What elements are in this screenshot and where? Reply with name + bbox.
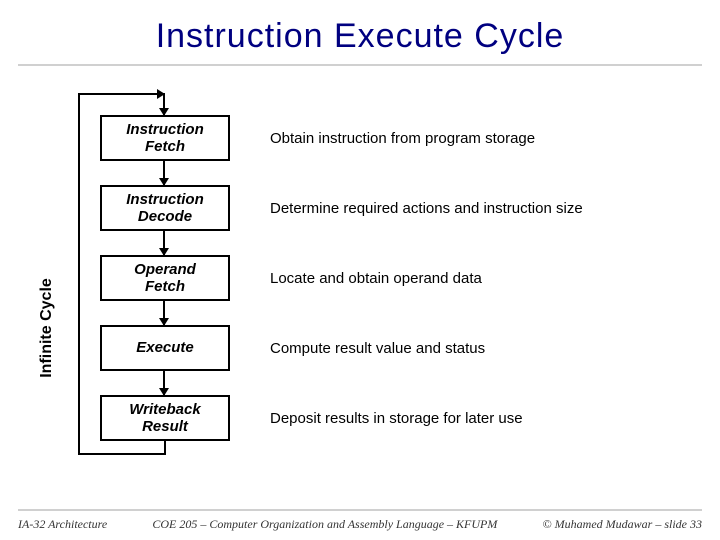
- loop-line: [78, 93, 159, 95]
- loop-line: [78, 93, 80, 455]
- footer-right: © Muhamed Mudawar – slide 33: [543, 517, 702, 532]
- footer-left: IA-32 Architecture: [18, 517, 107, 532]
- arrow-down: [163, 161, 165, 185]
- stage-desc: Locate and obtain operand data: [270, 255, 680, 301]
- arrow-down: [163, 231, 165, 255]
- cycle-diagram: Infinite Cycle Instruction Fetch Obtain i…: [40, 105, 680, 475]
- stage-desc: Compute result value and status: [270, 325, 680, 371]
- stage-box: Operand Fetch: [100, 255, 230, 301]
- arrow-down: [163, 371, 165, 395]
- infinite-cycle-label: Infinite Cycle: [38, 278, 56, 378]
- page-title: Instruction Execute Cycle: [156, 17, 565, 56]
- stage-desc: Determine required actions and instructi…: [270, 185, 680, 231]
- loop-line: [78, 453, 166, 455]
- title-bar: Instruction Execute Cycle: [18, 8, 702, 66]
- stage-box: Instruction Fetch: [100, 115, 230, 161]
- loop-line: [164, 441, 166, 453]
- loop-arrowhead: [157, 89, 165, 99]
- arrow-down: [163, 301, 165, 325]
- stage-box: Execute: [100, 325, 230, 371]
- footer: IA-32 Architecture COE 205 – Computer Or…: [18, 509, 702, 532]
- stage-box: Instruction Decode: [100, 185, 230, 231]
- footer-center: COE 205 – Computer Organization and Asse…: [152, 517, 497, 532]
- stage-box: Writeback Result: [100, 395, 230, 441]
- stage-desc: Obtain instruction from program storage: [270, 115, 680, 161]
- stage-desc: Deposit results in storage for later use: [270, 395, 680, 441]
